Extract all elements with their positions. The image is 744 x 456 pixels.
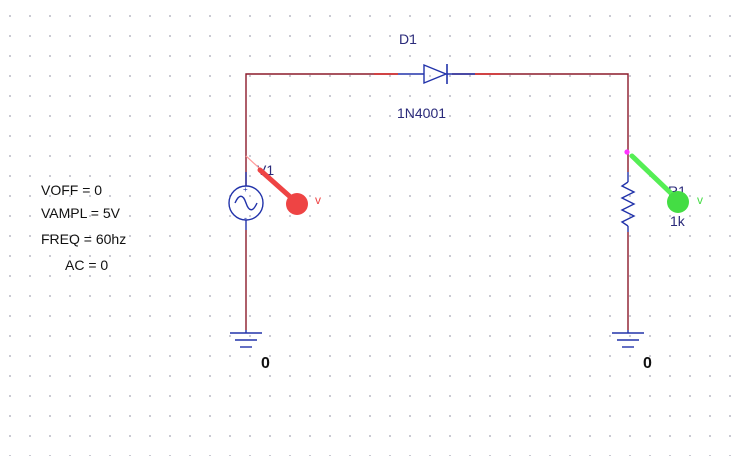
ground-right-label[interactable]: 0 — [643, 355, 652, 372]
probe-node-dot — [624, 149, 630, 155]
diode-ref-label[interactable]: D1 — [399, 31, 417, 47]
svg-text:-: - — [244, 213, 247, 223]
svg-text:+: + — [243, 185, 248, 194]
probe-head — [286, 193, 308, 215]
source-params: VOFF = 0 VAMPL = 5V FREQ = 60hz AC = 0 — [41, 182, 126, 273]
probe-v1-label: v — [315, 193, 321, 207]
param-ac[interactable]: AC = 0 — [65, 257, 108, 273]
diode-value-label[interactable]: 1N4001 — [397, 105, 446, 121]
sine-wave-icon — [234, 195, 258, 211]
ac-source-v1[interactable]: + - — [228, 172, 264, 230]
resistor-value-label[interactable]: 1k — [670, 213, 686, 229]
ground-left-label[interactable]: 0 — [261, 355, 270, 372]
probe-head — [667, 191, 689, 213]
resistor-r1[interactable] — [620, 172, 636, 232]
param-vampl[interactable]: VAMPL = 5V — [41, 205, 121, 221]
param-voff[interactable]: VOFF = 0 — [41, 182, 102, 198]
ground-left[interactable] — [230, 330, 262, 348]
resistor-zigzag — [620, 181, 636, 227]
wire-top-right[interactable] — [452, 73, 629, 172]
ground-right[interactable] — [612, 330, 644, 348]
wires — [245, 73, 629, 330]
param-freq[interactable]: FREQ = 60hz — [41, 231, 126, 247]
voltage-probe-r1[interactable] — [624, 149, 689, 213]
voltage-probe-v1[interactable] — [245, 155, 308, 215]
diode-triangle — [423, 63, 448, 85]
wire-top-left[interactable] — [245, 73, 398, 186]
diode-d1[interactable] — [374, 63, 500, 85]
probe-r1-label: v — [697, 193, 703, 207]
probe-needle — [629, 153, 679, 201]
